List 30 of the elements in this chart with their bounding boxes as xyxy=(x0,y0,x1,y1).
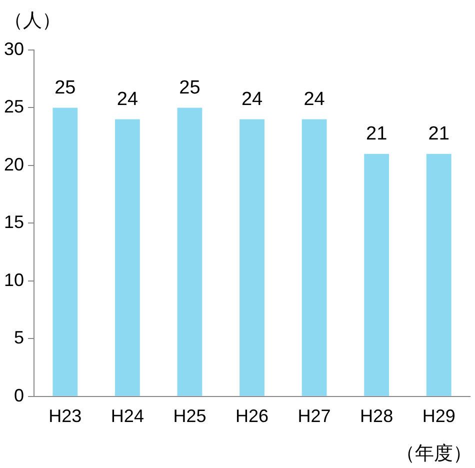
bar xyxy=(426,154,452,396)
bar xyxy=(240,119,264,396)
x-tick-label: H24 xyxy=(110,406,144,426)
bar xyxy=(52,108,78,396)
x-tick-label: H23 xyxy=(48,406,82,426)
bar xyxy=(364,154,390,396)
x-tick-label: H28 xyxy=(360,406,394,426)
bar xyxy=(114,119,140,396)
y-tick-label: 20 xyxy=(4,154,24,174)
x-axis-title: （年度） xyxy=(396,442,472,465)
y-axis-title: （人） xyxy=(4,10,61,32)
y-tick-label: 30 xyxy=(4,38,24,59)
bar xyxy=(177,108,202,396)
y-tick-label: 5 xyxy=(14,328,24,348)
x-tick-label: H29 xyxy=(422,406,456,426)
data-label: 21 xyxy=(366,124,388,145)
data-label: 24 xyxy=(304,89,326,110)
data-label: 24 xyxy=(116,89,138,110)
bar xyxy=(302,119,327,396)
data-label: 21 xyxy=(428,124,450,145)
x-tick-label: H26 xyxy=(235,406,269,426)
data-label: 25 xyxy=(179,77,200,98)
data-label: 24 xyxy=(241,89,264,110)
y-tick-label: 10 xyxy=(4,270,24,290)
y-tick-label: 0 xyxy=(14,385,24,406)
x-tick-label: H27 xyxy=(298,406,331,426)
data-label: 25 xyxy=(54,77,76,98)
x-tick-label: H25 xyxy=(173,406,206,426)
y-tick-label: 25 xyxy=(4,96,24,117)
y-tick-label: 15 xyxy=(4,212,24,232)
